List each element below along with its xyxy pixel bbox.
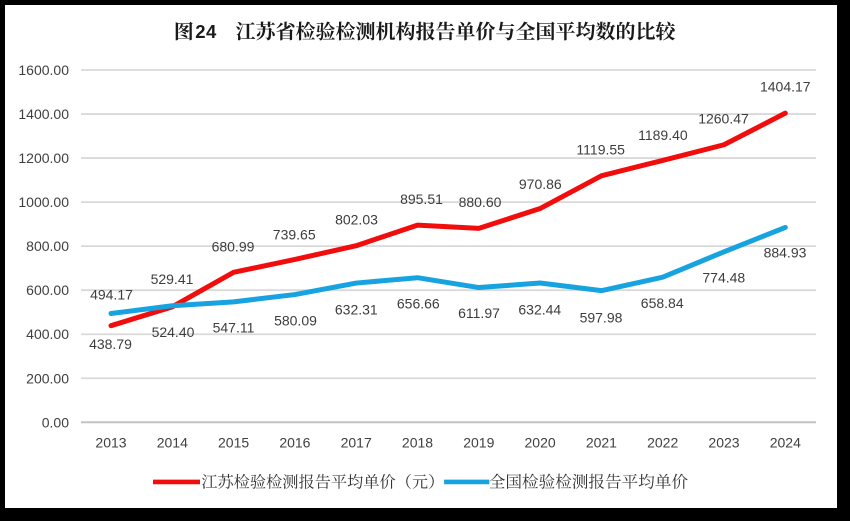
svg-text:529.41: 529.41 [151, 271, 194, 287]
svg-text:880.60: 880.60 [459, 194, 502, 210]
svg-text:0.00: 0.00 [42, 414, 69, 430]
svg-text:2015: 2015 [218, 435, 249, 451]
svg-text:1000.00: 1000.00 [18, 194, 69, 210]
svg-text:800.00: 800.00 [26, 238, 69, 254]
svg-text:2014: 2014 [157, 435, 188, 451]
svg-text:1189.40: 1189.40 [638, 127, 688, 143]
svg-text:680.99: 680.99 [212, 238, 255, 254]
svg-text:1400.00: 1400.00 [18, 106, 69, 122]
svg-text:547.11: 547.11 [213, 319, 255, 335]
svg-text:2024: 2024 [770, 435, 801, 451]
svg-text:884.93: 884.93 [764, 245, 807, 261]
svg-text:2019: 2019 [463, 435, 494, 451]
svg-text:2017: 2017 [341, 435, 372, 451]
svg-text:2023: 2023 [708, 435, 739, 451]
svg-text:580.09: 580.09 [274, 313, 317, 329]
svg-text:970.86: 970.86 [519, 176, 562, 192]
svg-text:739.65: 739.65 [273, 226, 316, 242]
svg-text:774.48: 774.48 [702, 270, 745, 286]
svg-text:658.84: 658.84 [641, 295, 684, 311]
svg-text:494.17: 494.17 [90, 287, 133, 303]
svg-text:400.00: 400.00 [26, 326, 69, 342]
svg-text:24: 24 [195, 21, 217, 42]
svg-text:1260.47: 1260.47 [698, 111, 749, 127]
svg-text:597.98: 597.98 [580, 310, 623, 326]
svg-text:2013: 2013 [95, 435, 126, 451]
svg-text:2021: 2021 [586, 435, 617, 451]
svg-text:1600.00: 1600.00 [18, 62, 69, 78]
svg-text:1200.00: 1200.00 [18, 150, 69, 166]
svg-text:632.31: 632.31 [335, 302, 378, 318]
svg-text:611.97: 611.97 [458, 305, 500, 321]
svg-text:438.79: 438.79 [89, 336, 132, 352]
svg-text:600.00: 600.00 [26, 282, 69, 298]
svg-text:1404.17: 1404.17 [760, 79, 811, 95]
svg-text:2022: 2022 [647, 435, 678, 451]
svg-text:1119.55: 1119.55 [576, 141, 625, 157]
svg-text:632.44: 632.44 [518, 302, 561, 318]
svg-text:2018: 2018 [402, 435, 433, 451]
svg-text:2020: 2020 [525, 435, 556, 451]
svg-text:802.03: 802.03 [335, 212, 378, 228]
svg-text:524.40: 524.40 [152, 324, 195, 340]
svg-text:2016: 2016 [279, 435, 310, 451]
svg-text:895.51: 895.51 [400, 191, 443, 207]
svg-text:656.66: 656.66 [397, 295, 440, 311]
svg-text:200.00: 200.00 [26, 370, 69, 386]
